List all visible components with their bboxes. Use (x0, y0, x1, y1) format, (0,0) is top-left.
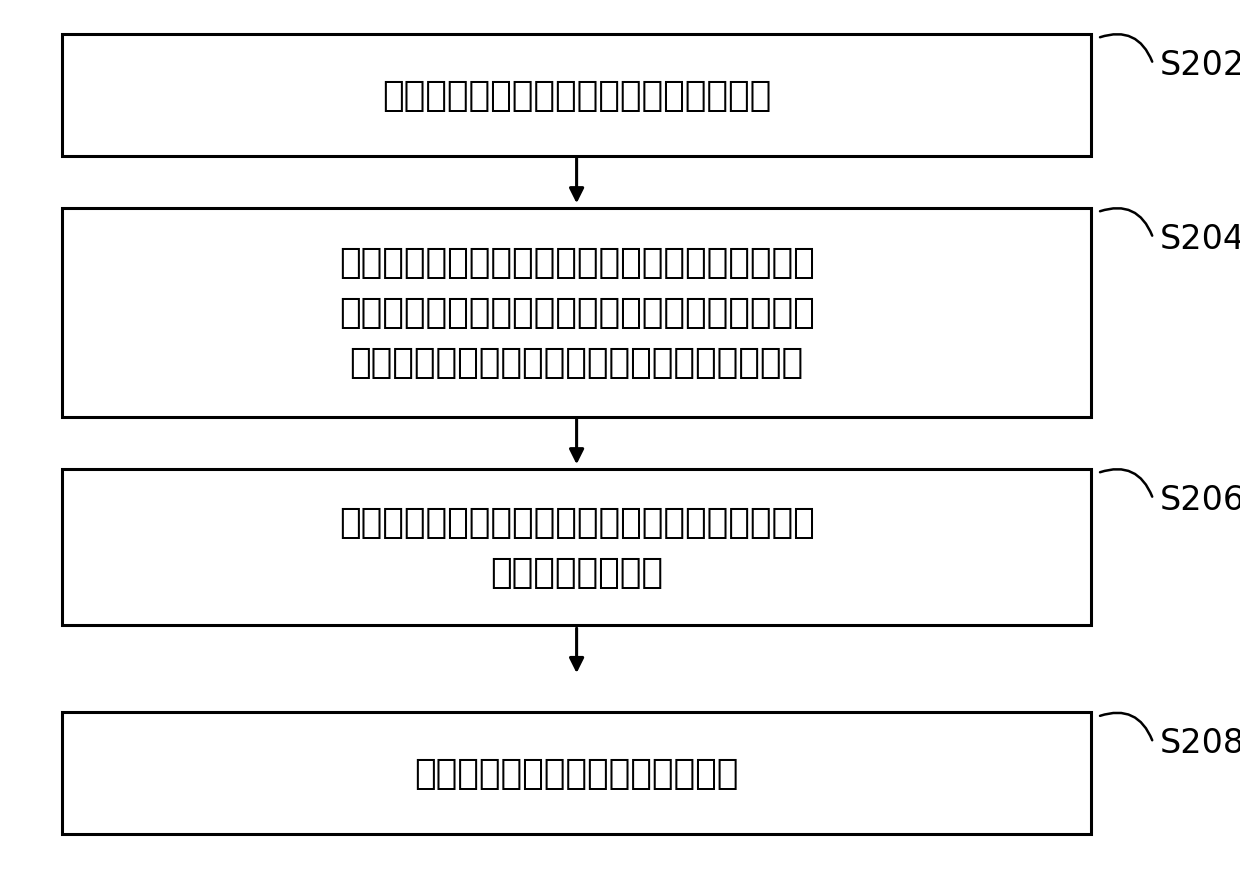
FancyBboxPatch shape (62, 35, 1091, 156)
Text: S202: S202 (1159, 49, 1240, 82)
Text: 获取用户流量对应的用户标识和用户属性: 获取用户流量对应的用户标识和用户属性 (382, 78, 771, 113)
FancyBboxPatch shape (62, 713, 1091, 834)
Text: 根据哈希值和用户属性，确定用户流量在各流量层
中匹配的实验内容: 根据哈希值和用户属性，确定用户流量在各流量层 中匹配的实验内容 (339, 506, 815, 589)
Text: S206: S206 (1159, 483, 1240, 516)
Text: 将用户流量分配至匹配的实验内容: 将用户流量分配至匹配的实验内容 (414, 756, 739, 791)
FancyBboxPatch shape (62, 209, 1091, 417)
FancyBboxPatch shape (62, 469, 1091, 626)
Text: S208: S208 (1159, 726, 1240, 760)
Text: S204: S204 (1159, 222, 1240, 255)
Text: 分别根据流量实验中各流量层的哈希算法，对用户
标识进行哈希运算，得到用户流量对应的哈希值；
其中，任意两个流量层的哈希算法符合正交原则: 分别根据流量实验中各流量层的哈希算法，对用户 标识进行哈希运算，得到用户流量对应… (339, 246, 815, 380)
